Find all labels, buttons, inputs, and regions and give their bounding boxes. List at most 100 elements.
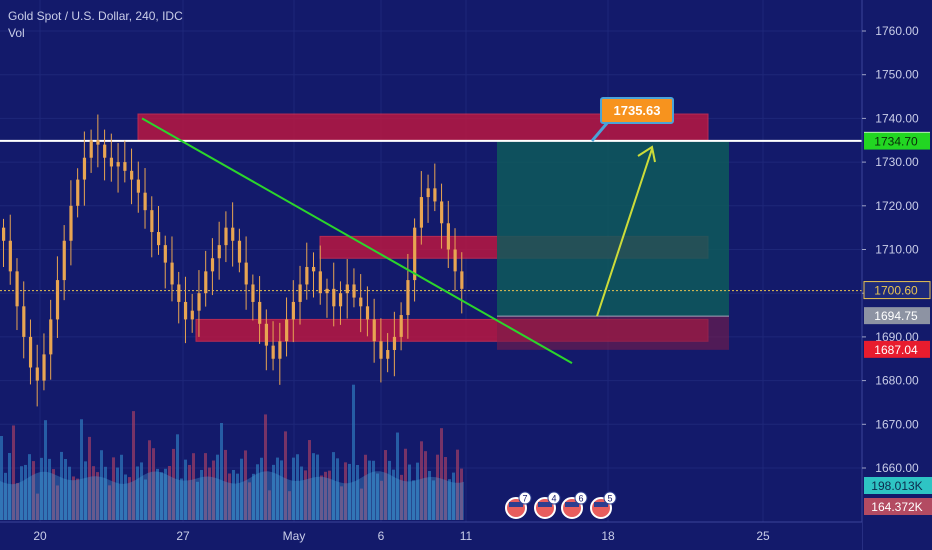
- candle-body: [440, 201, 444, 224]
- volume-bar: [140, 462, 143, 520]
- y-tick-label: 1660.00: [875, 461, 919, 475]
- volume-bar: [416, 462, 419, 520]
- volume-bar: [280, 460, 283, 520]
- volume-bar: [80, 419, 83, 520]
- volume-bar: [220, 423, 223, 520]
- candle-body: [460, 271, 464, 289]
- candle-body: [82, 157, 87, 180]
- volume-bar: [168, 466, 171, 520]
- volume-bar: [236, 473, 239, 520]
- volume-bar: [88, 436, 91, 520]
- projection-arrowhead: [637, 145, 656, 163]
- volume-bar: [344, 462, 347, 520]
- volume-bar: [404, 448, 407, 520]
- volume-bar: [232, 469, 235, 520]
- candle-body: [96, 140, 100, 145]
- marker-count-bubble: [574, 491, 588, 505]
- volume-bar: [136, 466, 139, 520]
- volume-bar: [176, 434, 179, 520]
- volume-bar: [360, 488, 363, 520]
- volume-bar: [272, 464, 275, 520]
- x-tick-label: 6: [378, 529, 385, 543]
- volume-bar: [108, 485, 111, 520]
- downtrend-line: [141, 117, 573, 364]
- volume-bar: [428, 471, 431, 520]
- volume-bar: [284, 431, 287, 520]
- volume-bar: [192, 453, 195, 520]
- candle-body: [406, 280, 410, 316]
- price-label: 1700.60: [874, 284, 918, 298]
- candle-body: [386, 350, 390, 359]
- volume-bar: [208, 467, 211, 520]
- volume-bar: [424, 451, 427, 520]
- time-axis: [0, 522, 862, 550]
- volume-bar: [436, 454, 439, 520]
- candle-body: [278, 341, 282, 359]
- candle-body: [69, 205, 73, 241]
- candle-body: [35, 367, 39, 381]
- candle-body: [372, 319, 376, 342]
- volume-label-box: [864, 477, 932, 494]
- candle-body: [190, 310, 194, 320]
- volume-bar: [152, 448, 155, 520]
- volume-bar: [124, 474, 127, 520]
- volume-bar: [48, 458, 51, 520]
- volume-bar: [328, 470, 331, 520]
- volume-bar: [296, 454, 299, 520]
- volume-bar: [288, 491, 291, 520]
- candle-body: [42, 354, 46, 381]
- x-tick-label: 18: [601, 529, 615, 543]
- candle-body: [453, 249, 457, 272]
- candle-body: [244, 262, 248, 285]
- candle-body: [28, 336, 33, 368]
- candle-body: [413, 227, 417, 281]
- volume-bar: [76, 478, 79, 520]
- candle-body: [291, 301, 295, 320]
- volume-bar: [312, 453, 315, 520]
- volume-bar: [56, 485, 59, 520]
- target-profit-box: [497, 141, 729, 317]
- volume-bar: [364, 454, 367, 520]
- flag-stripe: [538, 502, 552, 507]
- volume-bar: [180, 478, 183, 520]
- volume-bar: [396, 432, 399, 520]
- volume-bar: [452, 472, 455, 520]
- volume-bar: [256, 464, 259, 520]
- volume-bar: [324, 471, 327, 520]
- volume-bar: [44, 420, 47, 520]
- volume-ma-area: [0, 471, 464, 520]
- candle-body: [237, 240, 242, 263]
- flag-stripe: [509, 502, 523, 507]
- volume-bar: [12, 425, 15, 520]
- y-tick-label: 1760.00: [875, 24, 919, 38]
- volume-bar: [388, 460, 391, 520]
- volume-bar: [448, 479, 451, 520]
- candle-body: [352, 284, 356, 298]
- volume-bar: [148, 440, 151, 520]
- candle-body: [157, 232, 161, 246]
- volume-bar: [40, 457, 43, 520]
- volume-bar: [216, 454, 219, 520]
- candle-body: [22, 306, 26, 337]
- volume-bar: [20, 466, 23, 520]
- candle-body: [109, 157, 114, 167]
- volume-bar: [356, 464, 359, 520]
- y-tick-label: 1740.00: [875, 111, 919, 125]
- candle-body: [345, 284, 349, 294]
- volume-label-box: [864, 498, 932, 515]
- y-tick-label: 1720.00: [875, 199, 919, 213]
- volume-bar: [276, 457, 279, 520]
- event-marker: 5: [590, 491, 617, 519]
- candle-body: [217, 245, 221, 259]
- volume-bar: [64, 458, 67, 520]
- candle-body: [419, 197, 424, 228]
- candle-body: [76, 179, 80, 206]
- volume-bar: [92, 466, 95, 520]
- y-tick-label: 1680.00: [875, 374, 919, 388]
- volume-bar: [52, 469, 55, 520]
- volume-bar: [132, 411, 135, 520]
- candle-body: [251, 284, 255, 302]
- volume-bar: [380, 480, 383, 520]
